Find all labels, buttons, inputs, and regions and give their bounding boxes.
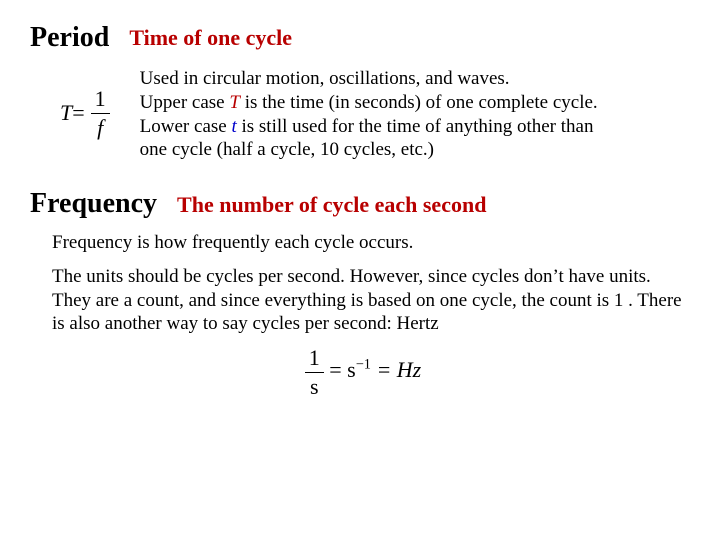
frequency-subtitle: The number of cycle each second xyxy=(177,191,486,219)
frequency-para1: Frequency is how frequently each cycle o… xyxy=(52,231,690,255)
formula-fraction: 1 f xyxy=(91,85,110,141)
period-subtitle: Time of one cycle xyxy=(129,24,292,52)
upper-T: T xyxy=(229,92,240,113)
hz-exp: −1 xyxy=(356,357,371,373)
frequency-header-row: Frequency The number of cycle each secon… xyxy=(30,186,690,221)
period-desc-line1: Used in circular motion, oscillations, a… xyxy=(140,67,610,91)
hz-denominator: s xyxy=(306,373,323,401)
period-heading: Period xyxy=(30,20,109,55)
hz-eq1: = s xyxy=(329,357,355,382)
formula-denominator: f xyxy=(93,114,107,142)
period-body: T = 1 f Used in circular motion, oscilla… xyxy=(30,67,690,162)
hertz-formula: 1 s = s−1 = Hz xyxy=(30,344,690,400)
lower-pre: Lower case xyxy=(140,116,232,137)
period-desc-lower: Lower case t is still used for the time … xyxy=(140,115,610,163)
hz-fraction: 1 s xyxy=(305,344,324,400)
upper-pre: Upper case xyxy=(140,92,230,113)
formula-eq: = xyxy=(72,99,84,127)
frequency-heading: Frequency xyxy=(30,186,157,221)
period-description: Used in circular motion, oscillations, a… xyxy=(140,67,610,162)
period-header-row: Period Time of one cycle xyxy=(30,20,690,55)
period-desc-upper: Upper case T is the time (in seconds) of… xyxy=(140,91,610,115)
upper-post: is the time (in seconds) of one complete… xyxy=(240,92,598,113)
frequency-para2: The units should be cycles per second. H… xyxy=(52,265,690,336)
hz-numerator: 1 xyxy=(305,344,324,373)
hz-eq2: = Hz xyxy=(371,357,421,382)
formula-numerator: 1 xyxy=(91,85,110,114)
formula-lhs: T xyxy=(60,99,72,127)
period-formula: T = 1 f xyxy=(60,85,110,141)
